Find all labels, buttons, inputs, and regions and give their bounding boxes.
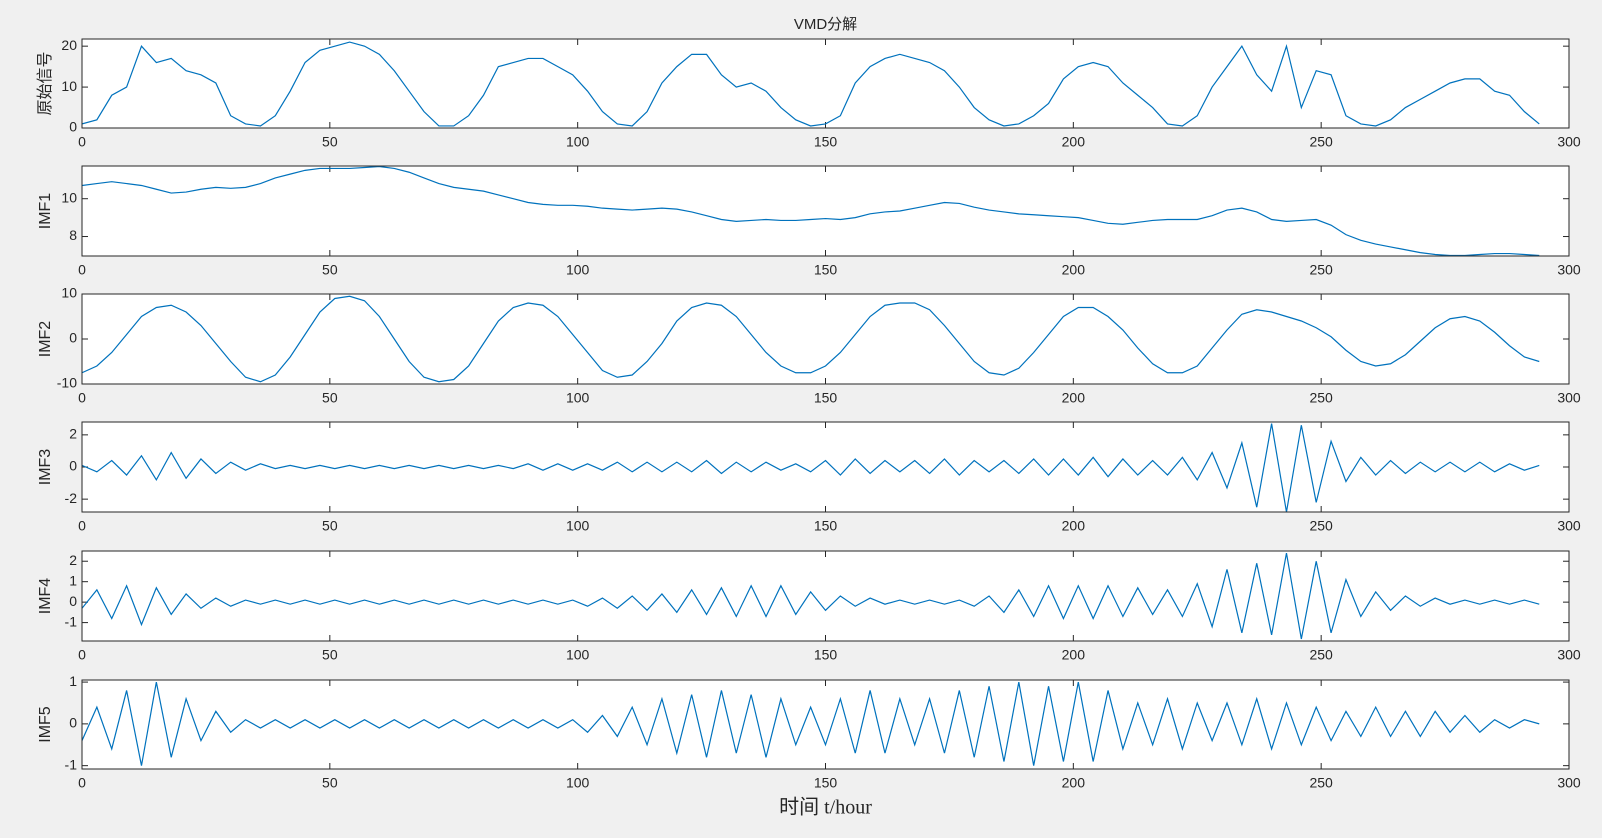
- y-tick-label: 0: [69, 715, 77, 731]
- x-tick-label: 100: [566, 647, 590, 663]
- x-tick-label: 100: [566, 262, 590, 278]
- x-tick-label: 300: [1557, 647, 1581, 663]
- y-axis-label: IMF3: [37, 449, 54, 486]
- x-tick-label: 100: [566, 518, 590, 534]
- x-tick-label: 50: [322, 390, 338, 406]
- x-tick-label: 50: [322, 647, 338, 663]
- x-tick-label: 0: [78, 390, 86, 406]
- x-tick-label: 150: [814, 647, 838, 663]
- axes-box: [81, 679, 1570, 770]
- x-tick-label: 150: [814, 390, 838, 406]
- x-tick-label: 250: [1309, 647, 1333, 663]
- x-tick-label: 200: [1062, 647, 1086, 663]
- y-tick-label: 0: [69, 593, 77, 609]
- x-tick-label: 150: [814, 518, 838, 534]
- x-tick-label: 150: [814, 262, 838, 278]
- y-tick-label: 8: [69, 227, 77, 243]
- y-tick-label: 0: [69, 330, 77, 346]
- axes-box: [81, 421, 1570, 513]
- x-tick-label: 200: [1062, 775, 1086, 791]
- y-tick-label: -1: [65, 613, 78, 629]
- x-tick-label: 300: [1557, 390, 1581, 406]
- axes-background: [82, 39, 1569, 128]
- x-tick-label: 0: [78, 134, 86, 150]
- x-tick-label: 150: [814, 775, 838, 791]
- chart-title: VMD分解: [794, 16, 857, 33]
- y-axis-label: IMF2: [37, 321, 54, 358]
- x-tick-label: 250: [1309, 134, 1333, 150]
- axes-background: [82, 294, 1569, 384]
- x-tick-label: 200: [1062, 390, 1086, 406]
- x-tick-label: 50: [322, 262, 338, 278]
- y-axis-label: IMF4: [37, 578, 54, 615]
- line-series: [82, 552, 1540, 640]
- y-tick-label: 10: [61, 285, 77, 301]
- x-tick-label: 200: [1062, 518, 1086, 534]
- x-tick-label: 200: [1062, 262, 1086, 278]
- axes-background: [82, 422, 1569, 512]
- axes-box: [81, 550, 1570, 642]
- x-tick-label: 0: [78, 647, 86, 663]
- y-tick-label: 1: [69, 572, 77, 588]
- y-tick-label: -2: [65, 490, 78, 506]
- x-tick-label: 250: [1309, 262, 1333, 278]
- x-tick-label: 250: [1309, 775, 1333, 791]
- x-tick-label: 100: [566, 134, 590, 150]
- x-tick-label: 300: [1557, 134, 1581, 150]
- y-axis-label: IMF1: [37, 193, 54, 230]
- x-tick-label: 150: [814, 134, 838, 150]
- x-tick-label: 300: [1557, 518, 1581, 534]
- x-axis-label: 时间 t/hour: [779, 796, 872, 819]
- y-axis-label: 原始信号: [36, 51, 54, 115]
- x-tick-label: 100: [566, 390, 590, 406]
- x-tick-label: 50: [322, 134, 338, 150]
- axes-background: [82, 551, 1569, 641]
- y-tick-label: 10: [61, 78, 77, 94]
- y-tick-label: -1: [65, 756, 78, 772]
- axes-box: [81, 38, 1570, 129]
- y-tick-label: 2: [69, 426, 77, 442]
- y-tick-label: 1: [69, 673, 77, 689]
- axes-box: [81, 165, 1570, 257]
- x-tick-label: 250: [1309, 390, 1333, 406]
- axes-background: [82, 680, 1569, 769]
- x-tick-label: 0: [78, 262, 86, 278]
- x-tick-label: 250: [1309, 518, 1333, 534]
- x-tick-label: 200: [1062, 134, 1086, 150]
- line-series: [82, 166, 1540, 256]
- y-tick-label: 2: [69, 552, 77, 568]
- x-tick-label: 0: [78, 775, 86, 791]
- y-tick-label: -10: [57, 375, 77, 391]
- y-axis-label: IMF5: [37, 706, 54, 743]
- axes-box: [81, 293, 1570, 385]
- x-tick-label: 0: [78, 518, 86, 534]
- x-tick-label: 100: [566, 775, 590, 791]
- line-series: [82, 295, 1540, 383]
- y-tick-label: 0: [69, 458, 77, 474]
- x-tick-label: 300: [1557, 775, 1581, 791]
- y-tick-label: 0: [69, 119, 77, 135]
- x-tick-label: 50: [322, 518, 338, 534]
- line-series: [82, 681, 1540, 766]
- y-tick-label: 20: [61, 37, 77, 53]
- line-series: [82, 423, 1540, 512]
- y-tick-label: 10: [61, 189, 77, 205]
- x-tick-label: 300: [1557, 262, 1581, 278]
- line-series: [82, 41, 1540, 127]
- x-tick-label: 50: [322, 775, 338, 791]
- axes-background: [82, 166, 1569, 256]
